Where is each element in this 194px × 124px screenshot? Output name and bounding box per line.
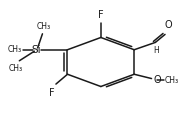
Text: CH₃: CH₃ [165, 76, 179, 85]
Text: F: F [98, 10, 104, 20]
Text: CH₃: CH₃ [7, 45, 21, 54]
Text: Si: Si [32, 45, 42, 55]
Text: O: O [154, 75, 161, 85]
Text: O: O [165, 20, 172, 30]
Text: H: H [153, 46, 159, 55]
Text: F: F [49, 88, 55, 98]
Text: CH₃: CH₃ [36, 22, 50, 31]
Text: CH₃: CH₃ [8, 64, 23, 73]
